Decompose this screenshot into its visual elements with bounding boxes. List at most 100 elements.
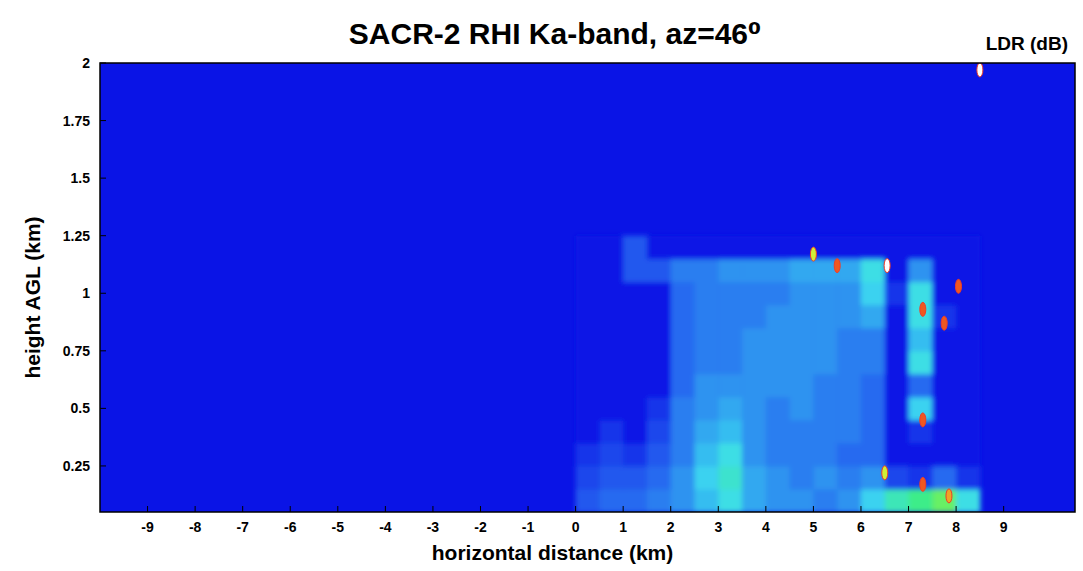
cell [932,420,956,444]
cell [790,351,814,375]
cell [576,236,600,260]
cell [576,259,600,283]
cell [695,236,719,260]
cell [813,374,837,398]
cell [576,466,600,490]
cell [909,351,933,375]
cell [695,374,719,398]
cell [718,374,742,398]
cell [909,443,933,467]
cell [599,305,623,329]
x-tick-label: -7 [236,519,249,535]
x-tick [623,506,624,512]
cell [790,489,814,512]
x-tick [860,506,861,512]
cell [861,351,885,375]
cell [671,236,695,260]
cell [909,374,933,398]
cell [885,259,909,283]
cell [599,489,623,512]
cell [576,397,600,421]
cell [742,397,766,421]
cell [599,420,623,444]
cell [742,282,766,306]
x-tick-label: 7 [905,519,913,535]
cell [576,351,600,375]
cell [861,443,885,467]
cell [623,466,647,490]
y-tick [100,178,106,179]
cell [647,351,671,375]
x-tick [480,506,481,512]
cell [837,466,861,490]
cell [813,489,837,512]
cell [885,351,909,375]
x-tick [528,506,529,512]
cell [695,443,719,467]
cell [861,259,885,283]
cell [813,305,837,329]
cell [623,282,647,306]
cell [790,305,814,329]
cell [885,397,909,421]
cell [647,259,671,283]
cell [671,351,695,375]
x-tick-label: -6 [284,519,297,535]
cell [956,374,980,398]
cell [766,259,790,283]
cell [647,420,671,444]
cell [909,328,933,352]
cell [766,443,790,467]
cell [813,443,837,467]
y-tick [100,408,106,409]
cell [885,374,909,398]
spot [920,413,926,427]
y-axis-title: height AGL (km) [21,216,44,378]
x-tick [718,506,719,512]
y-tick [100,63,106,64]
cell [576,489,600,512]
x-tick [242,506,243,512]
cell [790,282,814,306]
cell [695,489,719,512]
cell [742,328,766,352]
x-tick-label: 9 [1000,519,1008,535]
cell [885,489,909,512]
y-tick-label: 2 [82,55,90,71]
cell [671,282,695,306]
x-tick-label: 1 [619,519,627,535]
spot [946,489,952,503]
cell [647,466,671,490]
cell [766,466,790,490]
cell [837,374,861,398]
spot [884,259,890,273]
x-axis-title: horizontal distance (km) [432,541,674,564]
x-tick [290,506,291,512]
cell [909,236,933,260]
cell [695,282,719,306]
cell [742,443,766,467]
cell [766,374,790,398]
cell [813,351,837,375]
cell [861,282,885,306]
cell [742,305,766,329]
cell [695,259,719,283]
cell [956,236,980,260]
cell [742,466,766,490]
cell [599,259,623,283]
cell [647,282,671,306]
cell [718,420,742,444]
cell [790,443,814,467]
cell [956,489,980,512]
y-tick [100,235,106,236]
y-tick-label: 0.25 [63,458,90,474]
cell [813,420,837,444]
cell [718,305,742,329]
cell [742,259,766,283]
cell [647,489,671,512]
y-tick-label: 1.5 [71,170,91,186]
x-tick-label: -5 [332,519,345,535]
cell [885,236,909,260]
cell [623,351,647,375]
cell [837,443,861,467]
